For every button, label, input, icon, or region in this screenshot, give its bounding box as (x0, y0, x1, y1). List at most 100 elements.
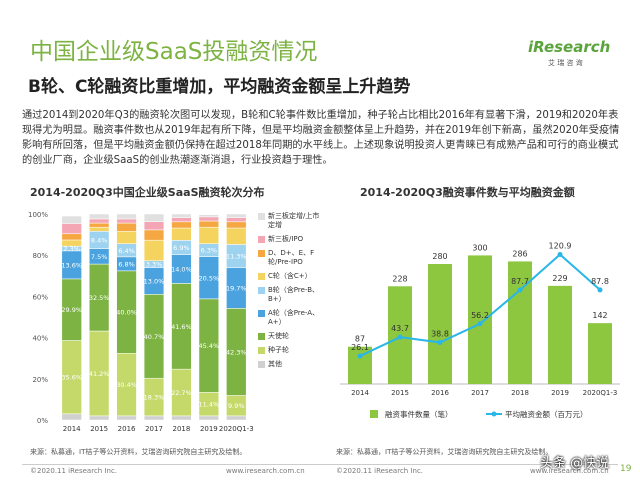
y-tick-label: 80% (32, 252, 48, 260)
url: www.iresearch.com.cn (226, 467, 305, 475)
y-tick-label: 40% (32, 335, 48, 343)
chart-title: 2014-2020Q3中国企业级SaaS融资轮次分布 (30, 186, 265, 199)
source: 来源：私募通，IT桔子等公开资料，艾瑞咨询研究院自主研究及绘制。 (30, 448, 247, 456)
data-label: 42.3% (226, 348, 247, 356)
data-label: 40.7% (144, 333, 165, 341)
data-label: 2.3% (63, 245, 80, 253)
bar-segment (171, 213, 192, 218)
x-tick-label: 2017 (471, 389, 489, 397)
x-tick-label: 2020Q1-3 (219, 425, 254, 433)
watermark: 头条 @快说 (540, 456, 610, 471)
bar-segment (226, 221, 247, 229)
bar-segment (116, 222, 137, 232)
data-label: 11.3% (226, 253, 247, 261)
bar-segment (171, 217, 192, 223)
logo: iResearch (528, 38, 611, 56)
line-point (477, 321, 483, 327)
y-tick-label: 0% (37, 417, 48, 425)
bar-segment (198, 220, 219, 228)
chart: 0% 20% 40% 60% 80% 100% 2014 35.6% 29.9% 13.6% 2.3… (28, 211, 254, 433)
data-label: 40.0% (116, 309, 137, 317)
bar-segment (226, 227, 247, 245)
data-label: 120.9 (549, 241, 572, 250)
bar-segment (116, 415, 137, 421)
legend-label: 种子轮 (268, 346, 289, 354)
data-label: 22.7% (171, 389, 192, 397)
bar-segment (89, 213, 110, 220)
data-label: 142 (592, 311, 607, 320)
x-tick-label: 2015 (90, 425, 108, 433)
legend-label: 融资事件数量（笔） (385, 409, 453, 419)
data-label: 41.2% (89, 370, 110, 378)
bar-segment (198, 216, 219, 222)
legend-label: 新三板/IPO (268, 235, 304, 243)
x-tick-label: 2019 (200, 425, 218, 433)
x-tick-label: 2020Q1-3 (583, 389, 618, 397)
legend-item: 其他 (258, 360, 324, 369)
legend-swatch (258, 361, 265, 368)
data-label: 26.1 (351, 343, 369, 352)
data-label: 43.7 (391, 324, 409, 333)
data-label: 18.3% (144, 394, 165, 402)
data-label: 11.4% (199, 401, 220, 409)
x-tick-label: 2014 (351, 389, 369, 397)
data-label: 19.7% (226, 285, 247, 293)
x-tick-label: 2018 (173, 425, 191, 433)
data-label: 32.5% (89, 294, 110, 302)
legend-swatch (258, 287, 265, 294)
subtitle: B轮、C轮融资比重增加，平均融资金额呈上升趋势 (28, 77, 411, 97)
divider (22, 464, 618, 465)
x-tick-label: 2015 (391, 389, 409, 397)
data-label: 7.5% (91, 253, 108, 261)
data-label: 13.0% (144, 277, 165, 285)
bar-segment (89, 226, 110, 232)
bar-segment (116, 213, 137, 220)
bar-segment (143, 239, 165, 262)
bar-segment (171, 415, 192, 421)
legend-label: D、D+、E、F轮/Pre-IPO (268, 249, 315, 266)
data-label: 6.3% (201, 247, 218, 255)
legend-item: C轮（含C+） (258, 272, 324, 281)
legend-item: D、D+、E、F轮/Pre-IPO (258, 249, 324, 267)
data-label: 286 (512, 249, 527, 258)
bar-segment (89, 218, 110, 224)
bar-segment (116, 218, 137, 224)
bar-segment (171, 221, 192, 229)
legend-swatch (370, 410, 378, 418)
x-tick-label: 2014 (63, 425, 81, 433)
bar (588, 323, 612, 384)
data-label: 9.9% (228, 402, 245, 410)
legend-item: B轮（含Pre-B、B+） (258, 286, 324, 304)
line-point (397, 334, 403, 340)
bar-segment (89, 222, 110, 228)
legend-label: B轮（含Pre-B、B+） (268, 286, 320, 303)
legend-label: 天使轮 (268, 332, 289, 340)
bar-segment (61, 239, 82, 247)
bar (468, 255, 492, 384)
y-tick-label: 100% (28, 211, 48, 219)
y-tick-label: 60% (32, 293, 48, 301)
legend-item: A轮（含Pre-A、A+） (258, 309, 324, 327)
bar-segment (171, 227, 192, 241)
chart: 2014 2015 2016 2017 2018 2019 2020Q1-3 87 228 280… (340, 241, 620, 419)
x-tick-label: 2017 (145, 425, 163, 433)
data-label: 87.7 (511, 277, 529, 286)
data-label: 229 (552, 274, 567, 283)
page-number: 19 (620, 464, 632, 474)
legend-item: 种子轮 (258, 346, 324, 355)
bar-segment (61, 233, 82, 241)
bar-segment (226, 217, 247, 223)
data-label: 87 (355, 335, 365, 344)
paragraph: 通过2014到2020年Q3的融资轮次图可以发现，B轮和C轮事件数比重增加，种子… (22, 110, 620, 166)
data-label: 6.4% (118, 247, 135, 255)
bar-segment (226, 213, 247, 218)
bar-segment (143, 415, 165, 421)
source: 来源：私募通，IT桔子等公开资料，艾瑞咨询研究院自主研究及绘制。 (336, 448, 553, 456)
bar-segment (61, 215, 82, 224)
bar-segment (198, 226, 219, 244)
bar-segment (143, 221, 165, 231)
line-point (437, 339, 443, 345)
bar-segment (61, 223, 82, 235)
data-label: 38.8 (431, 329, 449, 338)
line-point (557, 251, 563, 257)
